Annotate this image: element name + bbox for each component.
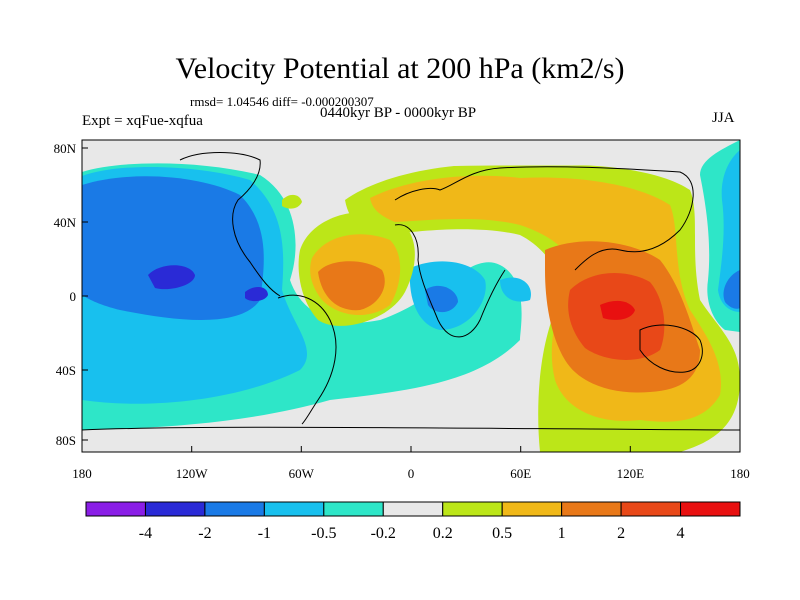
contour-pacific-south-05 bbox=[130, 333, 162, 352]
lon-tick-label: 180 bbox=[730, 466, 750, 481]
colorbar-swatch bbox=[561, 501, 622, 517]
contour-arctic-near-zero bbox=[180, 140, 700, 169]
contour-natl-pos-02 bbox=[282, 194, 302, 209]
contour-pacific-neg-2 bbox=[148, 265, 268, 302]
colorbar-swatch bbox=[620, 501, 682, 517]
map-title: Velocity Potential at 200 hPa (km2/s) bbox=[175, 52, 625, 85]
season-label: JJA bbox=[712, 110, 735, 126]
lat-tick-label: 80N bbox=[54, 141, 77, 156]
contour-east-neg-1 bbox=[723, 270, 740, 309]
contour-africa-neg-1 bbox=[425, 285, 458, 313]
colorbar-label: 1 bbox=[558, 525, 566, 542]
colorbar-label: -1 bbox=[258, 525, 271, 542]
period-label: 0440kyr BP - 0000kyr BP bbox=[320, 105, 477, 121]
colorbar-label: 0.2 bbox=[433, 525, 453, 542]
lat-tick-label: 40N bbox=[54, 215, 77, 230]
lon-tick-label: 0 bbox=[408, 466, 415, 481]
colorbar: -4 -2 -1 -0.5 -0.2 0.2 0.5 1 2 4 bbox=[85, 501, 741, 542]
colorbar-swatch bbox=[85, 501, 146, 517]
colorbar-label: -4 bbox=[139, 525, 152, 542]
colorbar-swatch bbox=[442, 501, 503, 517]
coastlines bbox=[82, 152, 740, 431]
colorbar-swatch bbox=[144, 501, 206, 517]
contour-africa-neg-05 bbox=[409, 261, 531, 330]
contour-pacific-neg-1 bbox=[82, 176, 264, 320]
contour-asia-pos-4 bbox=[600, 300, 635, 320]
colorbar-label: -0.5 bbox=[311, 525, 336, 542]
lat-tick-label: 80S bbox=[56, 433, 76, 448]
latitude-axis: 80N 40N 0 40S 80S bbox=[54, 141, 88, 448]
lon-tick-label: 60E bbox=[510, 466, 531, 481]
colorbar-label: -2 bbox=[198, 525, 211, 542]
experiment-label: Expt = xqFue-xqfua bbox=[82, 113, 203, 129]
lon-tick-label: 120E bbox=[617, 466, 645, 481]
contour-atlantic-pos-1 bbox=[318, 261, 385, 311]
lon-tick-label: 60W bbox=[289, 466, 315, 481]
rmsd-diff-stats: rmsd= 1.04546 diff= -0.000200307 bbox=[190, 94, 374, 109]
colorbar-swatch bbox=[382, 501, 444, 517]
contour-east-neg-05 bbox=[718, 150, 740, 312]
lon-tick-label: 180 bbox=[72, 466, 92, 481]
lon-tick-label: 120W bbox=[176, 466, 209, 481]
lat-tick-label: 40S bbox=[56, 363, 76, 378]
colorbar-swatch bbox=[680, 501, 741, 517]
colorbar-swatch bbox=[204, 501, 265, 517]
lat-tick-label: 0 bbox=[70, 289, 77, 304]
colorbar-label: 2 bbox=[617, 525, 625, 542]
colorbar-swatch bbox=[323, 501, 384, 517]
colorbar-label: 4 bbox=[677, 525, 685, 542]
colorbar-swatch bbox=[263, 501, 325, 517]
colorbar-label: -0.2 bbox=[371, 525, 396, 542]
longitude-axis: 180 120W 60W 0 60E 120E 180 bbox=[72, 446, 750, 481]
contour-field bbox=[82, 140, 740, 452]
colorbar-label: 0.5 bbox=[492, 525, 512, 542]
colorbar-swatch bbox=[501, 501, 563, 517]
